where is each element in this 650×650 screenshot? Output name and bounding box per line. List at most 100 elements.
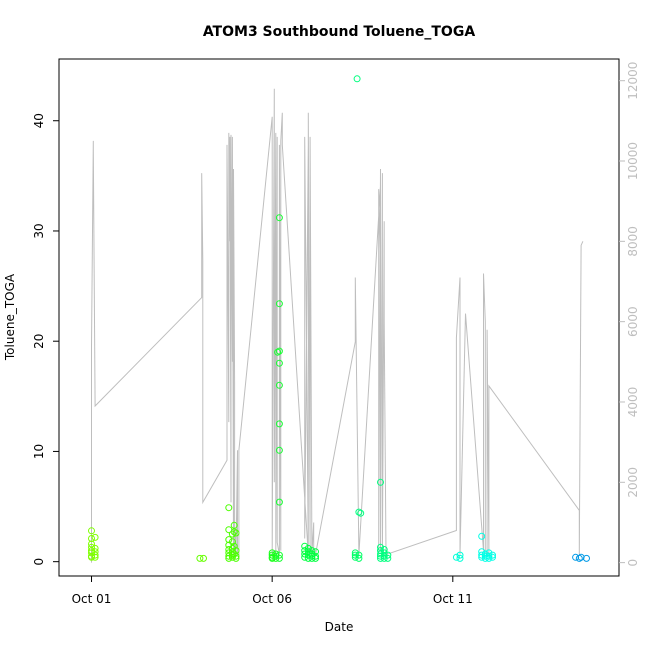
- data-point: [225, 546, 233, 553]
- data-point: [196, 554, 204, 562]
- data-point: [351, 549, 359, 557]
- data-point: [228, 553, 236, 561]
- data-point: [377, 478, 384, 486]
- data-point: [304, 554, 312, 562]
- data-point: [456, 551, 464, 559]
- data-point: [304, 548, 312, 556]
- y-tick-label: 20: [32, 334, 46, 349]
- data-point: [304, 544, 312, 552]
- data-point: [353, 75, 361, 83]
- data-point: [384, 554, 392, 562]
- data-point: [312, 554, 319, 562]
- data-point: [481, 550, 489, 558]
- data-point: [88, 527, 95, 535]
- data-point: [275, 554, 283, 562]
- data-point: [357, 509, 365, 517]
- data-point: [275, 551, 283, 559]
- data-point: [88, 540, 95, 548]
- x-tick-label: Oct 01: [72, 592, 112, 606]
- data-point: [489, 551, 496, 559]
- y2-tick-label: 6000: [626, 306, 640, 337]
- y-axis-label: Toluene_TOGA: [3, 273, 17, 361]
- data-point: [91, 553, 99, 561]
- chart-title: ATOM3 Southbound Toluene_TOGA: [203, 24, 476, 40]
- data-point: [301, 547, 309, 555]
- data-point: [380, 546, 388, 553]
- data-point: [380, 552, 388, 560]
- data-point: [575, 554, 583, 562]
- y-axis-right: 0 2000 4000 6000 8000 10000 12000: [619, 62, 640, 567]
- data-point: [583, 554, 590, 562]
- data-point: [275, 381, 283, 389]
- data-point: [355, 551, 363, 559]
- data-point: [275, 214, 283, 222]
- y2-tick-label: 8000: [626, 226, 640, 257]
- data-point: [274, 348, 282, 356]
- data-point: [301, 542, 309, 550]
- altitude-series-layer: [91, 88, 584, 563]
- data-point: [275, 359, 283, 367]
- x-tick-label: Oct 11: [433, 592, 473, 606]
- data-point: [275, 300, 283, 308]
- data-point: [200, 554, 207, 562]
- data-point: [88, 549, 95, 557]
- data-point: [377, 550, 384, 558]
- data-point: [230, 528, 238, 536]
- y2-tick-label: 10000: [626, 142, 640, 180]
- data-point: [91, 551, 99, 559]
- data-point: [268, 554, 276, 562]
- data-point: [228, 530, 236, 538]
- data-point: [351, 553, 359, 561]
- data-point: [355, 554, 363, 562]
- y2-tick-label: 4000: [626, 387, 640, 418]
- data-point: [230, 550, 238, 558]
- data-point: [485, 552, 493, 560]
- x-axis-label: Date: [325, 620, 354, 634]
- data-point: [377, 554, 384, 562]
- data-point: [377, 543, 384, 551]
- data-point: [308, 552, 316, 560]
- data-point: [91, 533, 99, 541]
- data-point: [272, 552, 280, 560]
- y2-tick-label: 2000: [626, 467, 640, 498]
- y-axis-left: 0 10 20 30 40: [32, 113, 59, 565]
- data-point: [272, 550, 280, 558]
- data-point: [301, 553, 309, 561]
- data-point: [355, 508, 363, 516]
- y-tick-label: 30: [32, 223, 46, 238]
- data-point: [478, 532, 486, 540]
- data-point: [275, 446, 283, 454]
- data-point: [452, 553, 460, 561]
- data-point: [489, 553, 496, 561]
- data-point: [308, 554, 316, 562]
- data-point: [232, 554, 240, 562]
- data-point: [88, 553, 95, 561]
- data-point: [228, 538, 236, 546]
- data-point: [481, 554, 489, 562]
- data-point: [301, 550, 309, 558]
- y2-tick-label: 12000: [626, 62, 640, 100]
- data-point: [232, 552, 240, 560]
- y-tick-label: 10: [32, 444, 46, 459]
- data-point: [91, 544, 99, 552]
- data-point: [230, 521, 238, 529]
- data-point: [275, 347, 283, 355]
- altitude-line: [91, 88, 584, 563]
- data-point: [312, 548, 319, 556]
- y-tick-label: 0: [32, 558, 46, 566]
- data-point: [456, 554, 464, 562]
- data-point: [225, 504, 233, 512]
- x-axis: Oct 01 Oct 06 Oct 11: [72, 575, 473, 606]
- data-point: [230, 542, 238, 550]
- y-tick-label: 40: [32, 113, 46, 128]
- data-point: [275, 498, 283, 506]
- data-point: [312, 552, 319, 560]
- data-point: [384, 551, 392, 559]
- y2-tick-label: 0: [626, 559, 640, 567]
- x-tick-label: Oct 06: [252, 592, 292, 606]
- data-point: [275, 420, 283, 428]
- data-point: [308, 550, 316, 558]
- data-point: [232, 529, 240, 537]
